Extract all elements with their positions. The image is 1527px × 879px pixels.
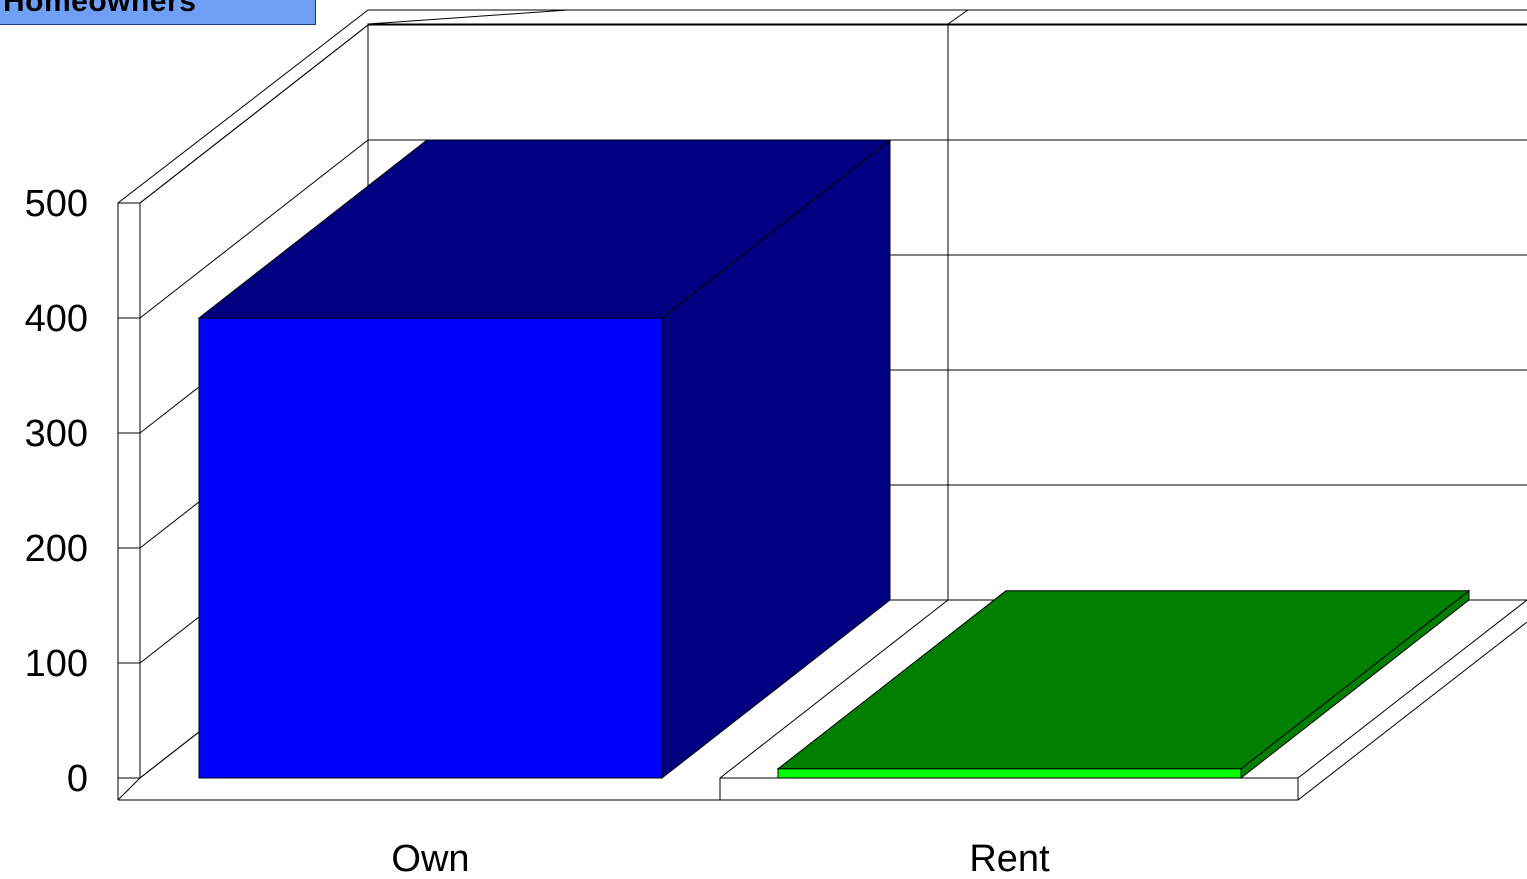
chart-title-box: Homeowners [0,0,316,25]
floor-right-diag [1297,599,1527,779]
wall-corner-mid [947,9,969,25]
wall-outer-edge [117,9,1527,800]
bar-rent [777,768,1242,779]
side-wall-inner-edge [139,24,369,778]
wall-corner [367,9,569,25]
y-tick-label: 400 [25,298,88,340]
y-tick-label: 0 [67,758,88,800]
side-gridline [139,139,369,319]
chart-title: Homeowners [3,0,197,18]
bar-own [198,317,663,779]
x-tick-label: Own [391,838,469,879]
y-tick-label: 500 [25,183,88,225]
y-tick-label: 300 [25,413,88,455]
y-tick-label: 200 [25,528,88,570]
y-tick-label: 100 [25,643,88,685]
x-tick-label: Rent [969,838,1050,879]
floor-corner [117,777,141,801]
